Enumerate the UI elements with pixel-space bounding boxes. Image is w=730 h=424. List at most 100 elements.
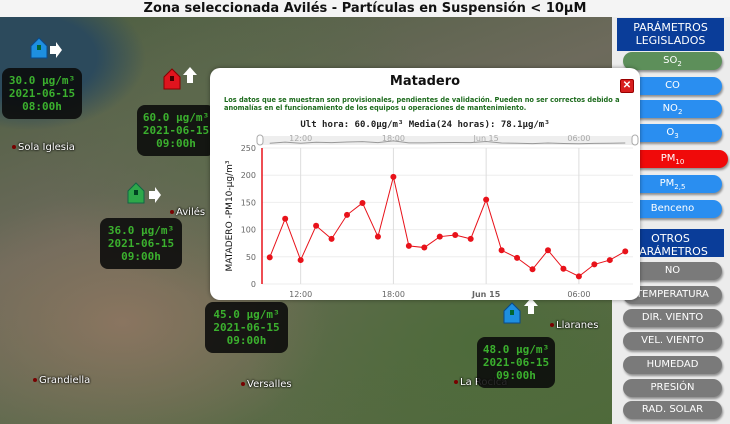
modal-title: Matadero (389, 74, 461, 89)
param-label: NO (662, 103, 678, 114)
param-subscript: 2 (677, 108, 683, 116)
station-marker-icon[interactable] (503, 302, 521, 324)
param-label: SO (663, 55, 678, 66)
data-point[interactable] (560, 265, 567, 272)
param-button-so2[interactable]: SO2 (623, 52, 722, 70)
place-label: Llaranes (550, 320, 598, 331)
param-label: PM (660, 153, 676, 164)
reading-date: 2021-06-15 (142, 124, 210, 137)
navigator-series (269, 140, 626, 145)
reading-date: 2021-06-15 (8, 87, 76, 100)
station-marker-icon[interactable] (127, 182, 145, 204)
reading-hour: 09:00h (156, 137, 196, 150)
data-point[interactable] (297, 257, 304, 264)
y-tick-label: 200 (241, 171, 256, 180)
y-tick-label: 50 (246, 253, 256, 262)
series-line (269, 176, 626, 277)
data-point[interactable] (374, 233, 381, 240)
param-button-co[interactable]: CO (623, 77, 722, 95)
param-button-presin[interactable]: PRESIÓN (623, 379, 722, 397)
station-reading-box[interactable]: 30.0 µg/m³ 2021-06-15 08:00h (2, 68, 82, 119)
navigator-bar[interactable] (260, 136, 635, 145)
station-marker-icon[interactable] (163, 68, 181, 90)
param-button-no2[interactable]: NO2 (623, 100, 722, 118)
param-button-humedad[interactable]: HUMEDAD (623, 356, 722, 374)
wind-arrow-icon (149, 187, 161, 203)
data-point[interactable] (606, 257, 613, 264)
reading-hour: 08:00h (22, 100, 62, 113)
param-subscript: 10 (675, 158, 685, 166)
param-button-o3[interactable]: O3 (623, 124, 722, 142)
reading-value: 60.0 µg/m³ (142, 111, 210, 124)
param-button-velviento[interactable]: VEL. VIENTO (623, 332, 722, 350)
reading-date: 2021-06-15 (482, 356, 550, 369)
data-point[interactable] (344, 211, 351, 218)
data-point[interactable] (282, 215, 289, 222)
station-reading-box[interactable]: 36.0 µg/m³ 2021-06-15 09:00h (100, 218, 182, 269)
close-button[interactable]: ✕ (620, 79, 634, 93)
data-point[interactable] (421, 244, 428, 251)
place-label: Sola Iglesia (12, 142, 75, 153)
provisional-data-notice: Los datos que se muestran son provisiona… (224, 96, 620, 112)
param-button-dirviento[interactable]: DIR. VIENTO (623, 309, 722, 327)
x-tick-label: 12:00 (289, 290, 312, 299)
station-reading-box[interactable]: 48.0 µg/m³ 2021-06-15 09:00h (477, 337, 555, 388)
station-chart-modal: Matadero ✕ Los datos que se muestran son… (210, 68, 640, 300)
param-button-pm25[interactable]: PM2,5 (623, 175, 722, 193)
wind-arrow-icon (524, 298, 538, 314)
navigator-tick-label: 18:00 (382, 134, 405, 143)
x-tick-label: 18:00 (382, 290, 405, 299)
data-point[interactable] (591, 261, 598, 268)
wind-arrow-icon (183, 67, 197, 83)
param-button-no[interactable]: NO (623, 262, 722, 280)
data-point[interactable] (498, 247, 505, 254)
param-subscript: 2,5 (674, 183, 686, 191)
param-subscript: 2 (677, 60, 682, 68)
data-point[interactable] (622, 248, 629, 255)
data-point[interactable] (544, 247, 551, 254)
pm10-line-chart[interactable]: 0 50 100 150 200 250 12:00 12:00 18:00 18:00 Jun 1… (210, 68, 640, 300)
navigator-tick-label: 12:00 (289, 134, 312, 143)
place-label: Grandiella (33, 375, 90, 386)
param-button-benceno[interactable]: Benceno (623, 200, 722, 218)
legislated-params-header: PARÁMETROS LEGISLADOS (617, 18, 724, 51)
param-subscript: 3 (674, 132, 679, 140)
data-point[interactable] (483, 196, 490, 203)
summary-text: Ult hora: 60.0µg/m³ Media(24 horas): 78.… (300, 120, 550, 130)
reading-value: 45.0 µg/m³ (213, 308, 280, 321)
y-axis-label: MATADERO -PM10-µg/m³ (225, 160, 235, 271)
param-label: Benceno (650, 203, 695, 214)
y-tick-label: 0 (251, 280, 256, 289)
reading-hour: 09:00h (226, 334, 267, 347)
data-point[interactable] (436, 233, 443, 240)
data-point[interactable] (359, 199, 366, 206)
param-button-temperatura[interactable]: TEMPERATURA (623, 286, 722, 304)
data-point[interactable] (390, 173, 397, 180)
data-point[interactable] (328, 235, 335, 242)
data-point[interactable] (575, 273, 582, 280)
navigator-handle[interactable] (631, 134, 639, 146)
place-label: Versalles (241, 379, 292, 390)
data-point[interactable] (452, 232, 459, 239)
station-reading-box[interactable]: 45.0 µg/m³ 2021-06-15 09:00h (205, 302, 288, 353)
param-button-pm10[interactable]: PM10 (617, 150, 728, 168)
navigator-tick-label: Jun 15 (473, 134, 499, 143)
place-label: Avilés (170, 207, 205, 218)
reading-hour: 09:00h (496, 369, 536, 382)
data-point[interactable] (529, 266, 536, 273)
reading-date: 2021-06-15 (213, 321, 280, 334)
reading-value: 36.0 µg/m³ (107, 224, 175, 237)
data-point[interactable] (405, 242, 412, 249)
data-point[interactable] (514, 254, 521, 261)
navigator-handle[interactable] (256, 134, 264, 146)
param-button-radsolar[interactable]: RAD. SOLAR (623, 401, 722, 419)
reading-hour: 09:00h (121, 250, 161, 263)
x-tick-label: 06:00 (567, 290, 590, 299)
data-point[interactable] (266, 254, 273, 261)
page-title: Zona seleccionada Avilés - Partículas en… (0, 0, 730, 17)
data-point[interactable] (467, 235, 474, 242)
station-reading-box[interactable]: 60.0 µg/m³ 2021-06-15 09:00h (137, 105, 215, 156)
station-marker-icon[interactable] (30, 37, 48, 59)
param-label: PM (659, 178, 675, 189)
data-point[interactable] (313, 222, 320, 229)
